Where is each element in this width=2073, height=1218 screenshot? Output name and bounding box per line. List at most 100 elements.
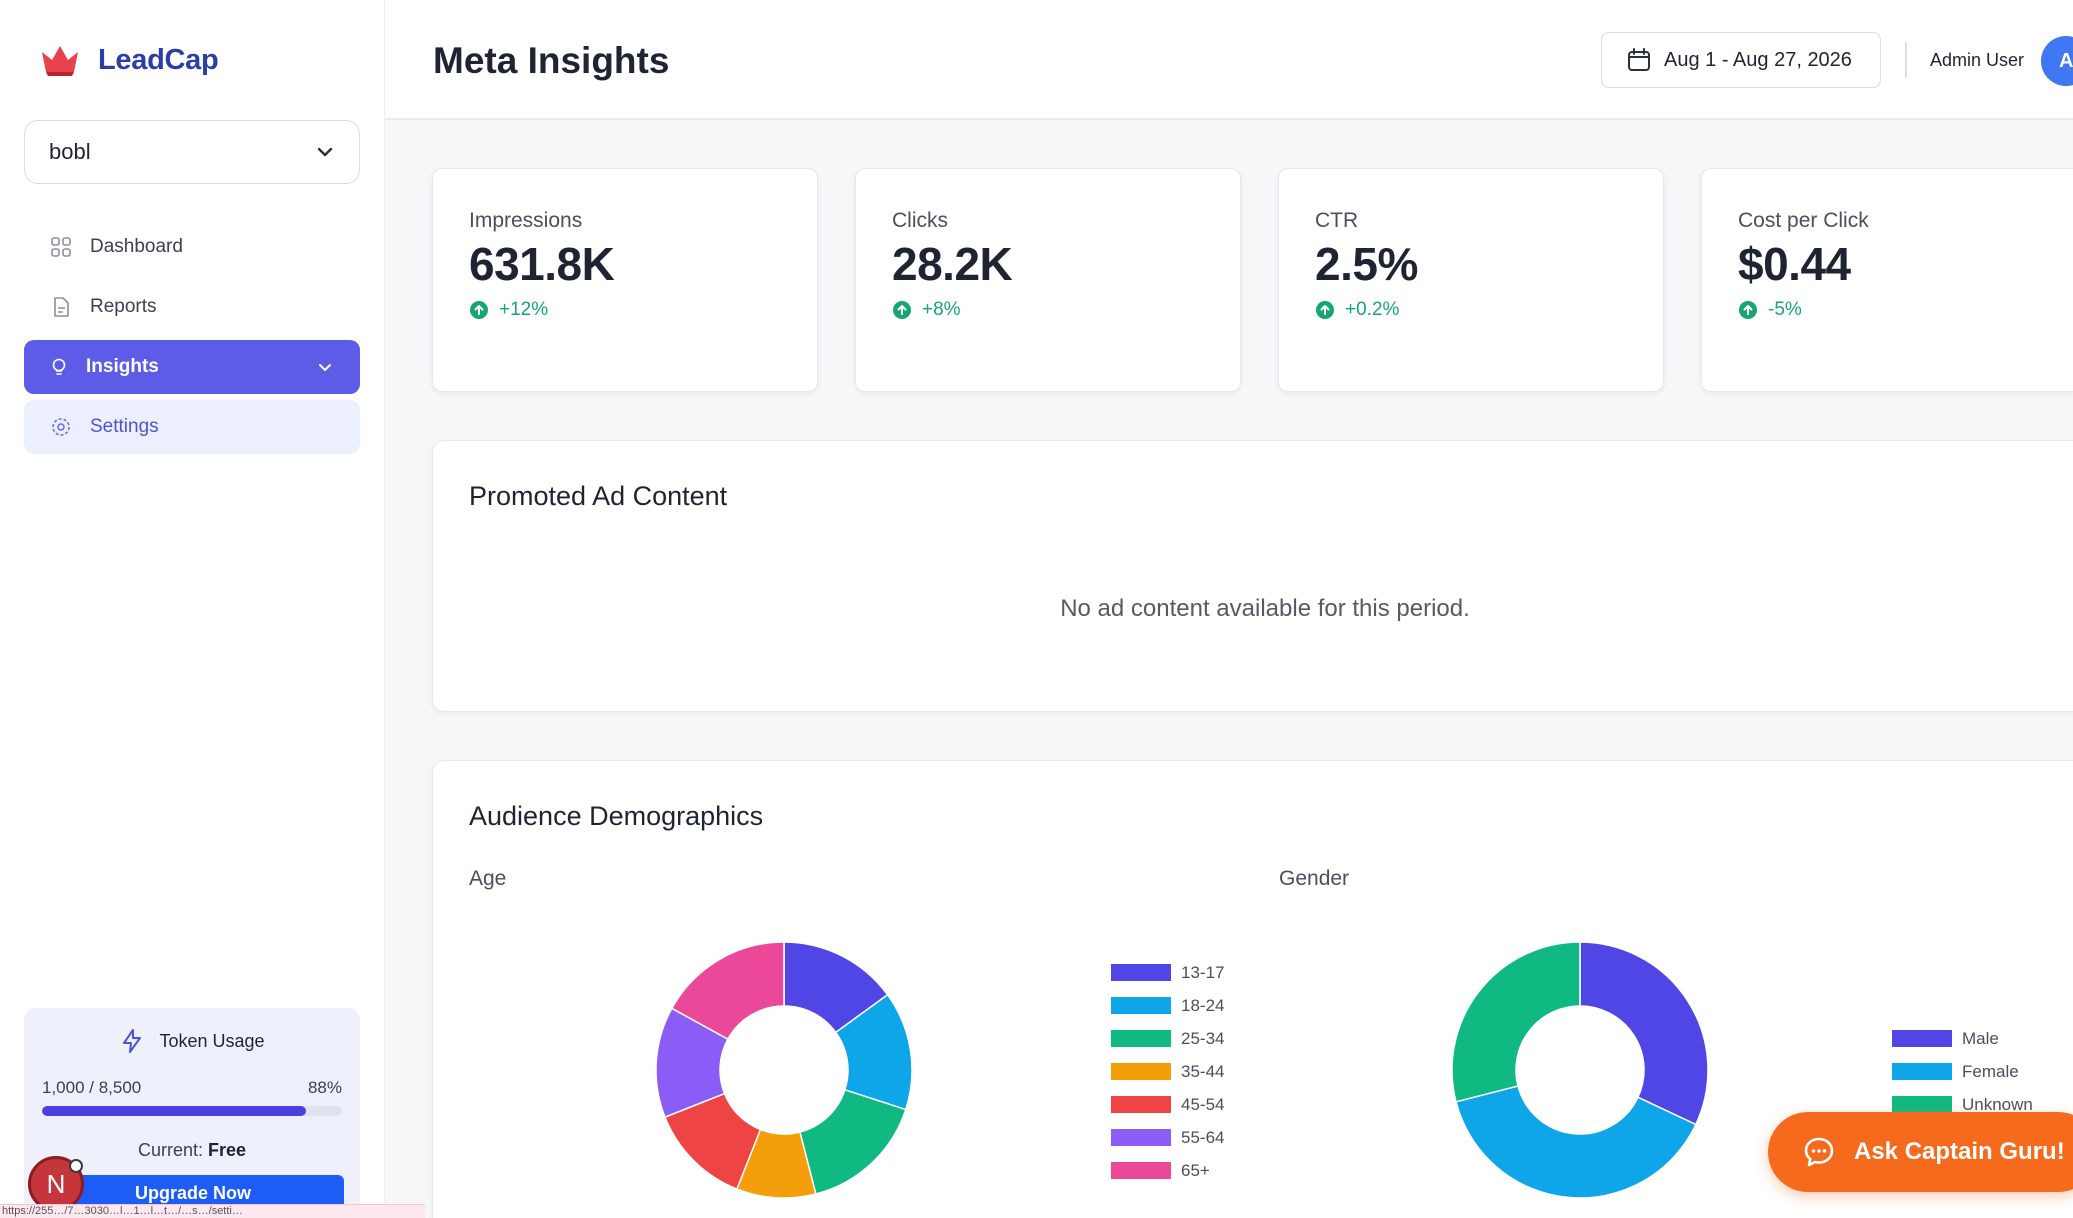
user-avatar[interactable]: A <box>2041 36 2073 86</box>
grid-icon <box>50 236 72 258</box>
promoted-ad-content-card: Promoted Ad Content No ad content availa… <box>432 440 2073 712</box>
arrow-up-circle-icon <box>1739 301 1757 319</box>
legend-item[interactable]: 65+ <box>1111 1154 1224 1187</box>
legend-label: 13-17 <box>1181 962 1225 982</box>
legend-swatch <box>1111 997 1171 1014</box>
sidebar-item-label: Settings <box>90 416 159 437</box>
donut-slice-male[interactable] <box>1579 941 1709 1126</box>
arrow-up-circle-icon <box>1316 301 1334 319</box>
legend-item[interactable]: 18-24 <box>1111 989 1224 1022</box>
legend-swatch <box>1111 1096 1171 1113</box>
plan-name: Free <box>208 1140 247 1160</box>
gender-legend: Male Female Unknown <box>1892 1022 2033 1121</box>
donut-slice-25-34[interactable] <box>799 1088 907 1195</box>
kpi-change: +8% <box>892 299 1204 321</box>
legend-label: 55-64 <box>1181 1127 1225 1147</box>
token-usage-title: Token Usage <box>159 1030 265 1051</box>
logo-icon <box>42 46 78 76</box>
kpi-change-value: +0.2% <box>1345 299 1400 320</box>
legend-swatch <box>1111 1129 1171 1146</box>
legend-swatch <box>1111 1063 1171 1080</box>
chat-bubble-icon <box>1804 1137 1834 1167</box>
sidebar-item-dashboard[interactable]: Dashboard <box>24 220 360 274</box>
token-usage-count: 1,000 / 8,500 <box>42 1078 142 1097</box>
kpi-label: Cost per Click <box>1738 209 1869 232</box>
current-plan: Current: Free <box>42 1140 342 1161</box>
legend-swatch <box>1892 1030 1952 1047</box>
legend-item[interactable]: 13-17 <box>1111 956 1224 989</box>
brand-name: LeadCap <box>98 43 219 76</box>
document-icon <box>50 296 72 318</box>
legend-swatch <box>1111 964 1171 981</box>
legend-label: 35-44 <box>1181 1061 1225 1081</box>
kpi-change-value: +12% <box>499 299 549 320</box>
ask-captain-guru-button[interactable]: Ask Captain Guru! <box>1768 1112 2073 1192</box>
kpi-change: -5% <box>1738 299 2037 321</box>
section-title: Audience Demographics <box>469 801 764 831</box>
lightbulb-icon <box>48 356 70 378</box>
donut-slice-unknown[interactable] <box>1451 941 1581 1103</box>
workspace-select[interactable]: bobl <box>24 120 360 184</box>
chevron-down-icon <box>319 364 331 371</box>
kpi-change-value: -5% <box>1768 299 1802 320</box>
page-title: Meta Insights <box>433 40 670 81</box>
legend-label: 65+ <box>1181 1160 1210 1180</box>
sidebar-item-reports[interactable]: Reports <box>24 280 360 334</box>
arrow-up-circle-icon <box>893 301 911 319</box>
kpi-card-cost-per-click: Cost per Click $0.44 -5% <box>1701 168 2073 392</box>
legend-item[interactable]: 35-44 <box>1111 1055 1224 1088</box>
kpi-value: 2.5% <box>1315 238 1418 290</box>
legend-item[interactable]: Female <box>1892 1055 2033 1088</box>
sidebar-nav: Dashboard Reports Insights Settings <box>24 220 360 460</box>
kpi-value: 631.8K <box>469 238 615 290</box>
sidebar-item-label: Dashboard <box>90 236 183 257</box>
legend-swatch <box>1111 1030 1171 1047</box>
age-chart-label: Age <box>469 867 507 890</box>
top-header: Meta Insights Aug 1 - Aug 27, 2026 Admin… <box>385 0 2073 120</box>
donut-slice-65-[interactable] <box>670 941 785 1041</box>
kpi-value: 28.2K <box>892 238 1013 290</box>
token-usage-percent: 88% <box>307 1078 342 1097</box>
legend-swatch <box>1892 1096 1952 1113</box>
legend-item[interactable]: Unknown <box>1892 1088 2033 1121</box>
token-usage-bar <box>42 1106 342 1116</box>
donut-slice-female[interactable] <box>1455 1085 1697 1199</box>
legend-item[interactable]: 25-34 <box>1111 1022 1224 1055</box>
kpi-change: +12% <box>469 299 781 321</box>
legend-item[interactable]: 55-64 <box>1111 1121 1224 1154</box>
header-divider <box>1905 42 1907 78</box>
legend-item[interactable]: 45-54 <box>1111 1088 1224 1121</box>
section-title: Promoted Ad Content <box>469 481 728 511</box>
empty-state-message: No ad content available for this period. <box>1060 595 1470 622</box>
legend-label: 45-54 <box>1181 1094 1225 1114</box>
legend-label: Female <box>1962 1061 2019 1081</box>
sidebar-item-settings[interactable]: Settings <box>24 400 360 454</box>
user-initial: A <box>2059 49 2073 72</box>
arrow-up-circle-icon <box>470 301 488 319</box>
plan-prefix: Current: <box>137 1140 203 1160</box>
calendar-icon <box>1628 48 1650 71</box>
kpi-change: +0.2% <box>1315 299 1627 321</box>
kpi-label: Impressions <box>469 209 583 232</box>
date-range-text: Aug 1 - Aug 27, 2026 <box>1664 48 1852 71</box>
age-donut-chart <box>655 941 913 1199</box>
kpi-change-value: +8% <box>922 299 961 320</box>
legend-label: Male <box>1962 1028 1999 1048</box>
date-range-picker[interactable]: Aug 1 - Aug 27, 2026 <box>1601 32 1881 88</box>
kpi-label: CTR <box>1315 209 1359 232</box>
sidebar-item-insights[interactable]: Insights <box>24 340 360 394</box>
legend-swatch <box>1111 1162 1171 1179</box>
legend-label: 25-34 <box>1181 1028 1225 1048</box>
legend-item[interactable]: Male <box>1892 1022 2033 1055</box>
age-legend: 13-17 18-24 25-34 35-44 45-54 55-64 65+ <box>1111 956 1224 1187</box>
avatar-initial: N <box>46 1168 66 1199</box>
gender-donut-chart <box>1451 941 1709 1199</box>
kpi-card-clicks: Clicks 28.2K +8% <box>855 168 1241 392</box>
lightning-icon <box>123 1029 142 1053</box>
sidebar: LeadCap bobl Dashboard Reports Insights <box>0 0 385 1218</box>
kpi-label: Clicks <box>892 209 948 232</box>
workspace-selected: bobl <box>49 139 91 164</box>
user-name[interactable]: Admin User <box>1930 50 2025 70</box>
sidebar-item-label: Reports <box>90 296 157 317</box>
brand-logo[interactable]: LeadCap <box>40 42 219 78</box>
